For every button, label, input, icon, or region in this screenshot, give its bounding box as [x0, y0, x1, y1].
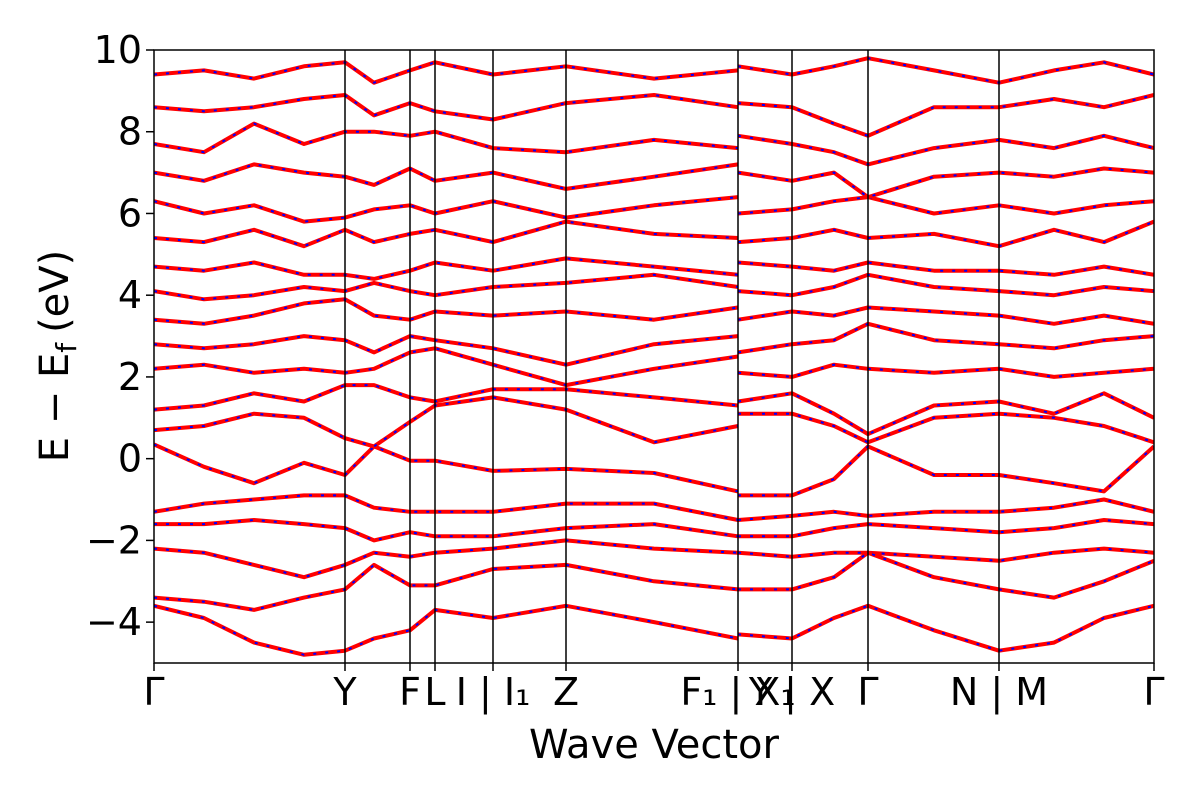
band-line-6 [154, 538, 739, 580]
band-line-14 [154, 383, 739, 412]
band-line-26 [154, 219, 739, 249]
band-line-dashed-1 [738, 445, 1154, 497]
y-axis-title-unit: (eV) [32, 250, 78, 333]
plot-frame [153, 49, 1155, 664]
band-line-dashed-10 [154, 604, 739, 656]
band-line-dashed-16 [154, 347, 739, 387]
band-line-dashed-2 [154, 494, 739, 521]
band-line-27 [737, 219, 1154, 249]
band-line-11 [737, 603, 1154, 653]
x-axis-title: Wave Vector [529, 722, 780, 768]
band-line-dashed-22 [154, 273, 739, 301]
band-line-17 [737, 362, 1154, 379]
band-line-20 [154, 297, 739, 326]
band-line-5 [738, 518, 1154, 539]
band-line-dashed-8 [154, 563, 739, 611]
x-tick-label-2: F [399, 670, 421, 714]
y-tick-label-7: 10 [94, 28, 142, 72]
band-line-12 [154, 395, 739, 449]
y-tick-label-1: −2 [86, 518, 142, 562]
x-tick-label-1: Y [332, 670, 357, 714]
band-line-dashed-3 [737, 498, 1154, 521]
band-line-9 [738, 550, 1154, 600]
band-lines [154, 56, 1154, 657]
band-line-25 [737, 260, 1154, 277]
band-line-37 [737, 56, 1154, 85]
y-axis-ticks: −4 −2 0 2 4 6 8 10 [86, 28, 154, 644]
y-axis-title: E − Ef (eV) [32, 250, 83, 463]
y-tick-label-3: 2 [118, 355, 142, 399]
band-line-30 [154, 162, 739, 191]
y-tick-label-2: 0 [118, 437, 142, 481]
x-tick-label-4: I | I₁ [456, 670, 531, 715]
x-tick-label-3: L [424, 670, 445, 714]
band-line-dashed-24 [154, 257, 739, 280]
x-tick-label-7: Y | X [748, 670, 835, 715]
high-symmetry-lines [344, 50, 1000, 663]
y-tick-label-4: 4 [118, 273, 142, 317]
band-line-dashed-0 [154, 443, 739, 493]
band-line-21 [737, 305, 1154, 326]
x-tick-label-5: Z [553, 670, 579, 714]
x-tick-label-10: Γ [1143, 670, 1164, 714]
band-line-33 [737, 133, 1154, 167]
band-line-36 [154, 60, 739, 85]
x-tick-label-9: N | M [950, 670, 1048, 715]
y-axis-title-subscript: f [50, 342, 83, 353]
x-tick-label-8: Γ [857, 670, 878, 714]
y-axis-title-main: E − E [32, 353, 78, 463]
band-line-19 [737, 321, 1154, 355]
band-line-15 [737, 391, 1154, 437]
band-line-29 [737, 195, 1154, 216]
y-tick-label-0: −4 [86, 600, 142, 644]
y-tick-label-6: 8 [118, 110, 142, 154]
band-line-dashed-13 [738, 412, 1154, 444]
band-line-18 [154, 334, 739, 367]
band-line-dashed-31 [737, 167, 1154, 199]
x-tick-label-6: F₁ | X₁ [680, 670, 795, 715]
band-line-dashed-32 [154, 122, 739, 154]
band-line-34 [154, 93, 739, 122]
band-line-dashed-35 [737, 94, 1154, 137]
band-line-dashed-4 [154, 518, 739, 542]
band-line-dashed-7 [737, 547, 1154, 562]
y-tick-label-5: 6 [118, 191, 142, 235]
band-line-28 [154, 195, 739, 224]
band-line-23 [737, 272, 1154, 298]
x-tick-label-0: Γ [143, 670, 164, 714]
